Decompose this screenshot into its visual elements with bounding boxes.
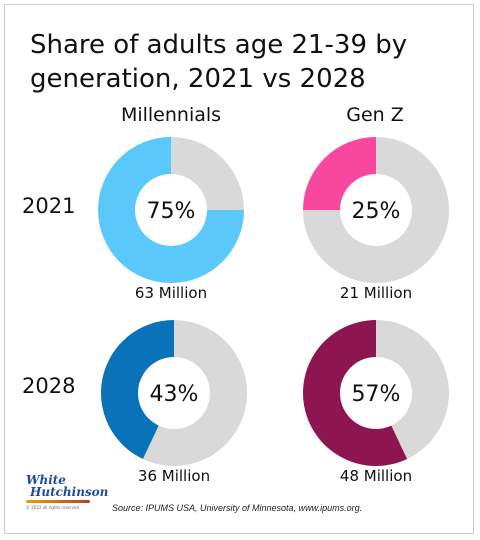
- donut-remainder-gen-z-2021: [303, 137, 449, 283]
- logo-text-line2: Hutchinson: [30, 485, 109, 499]
- donut-percent-label-millennials-2021: 75%: [147, 199, 196, 224]
- logo-swoosh: [26, 500, 90, 503]
- donut-count-label-millennials-2021: 63 Million: [135, 284, 207, 302]
- donut-percent-label-gen-z-2021: 25%: [352, 199, 401, 224]
- donut-slice-millennials-2021: [98, 137, 244, 283]
- row-label-2028: 2028: [22, 374, 76, 398]
- donut-remainder-gen-z-2028: [376, 320, 449, 460]
- source-note: Source: IPUMS USA, University of Minneso…: [112, 503, 363, 513]
- column-header-gen-z: Gen Z: [346, 104, 404, 126]
- donut-count-label-millennials-2028: 36 Million: [138, 467, 210, 485]
- chart-title: Share of adults age 21-39 by generation,…: [30, 30, 408, 94]
- logo-text-line1: White: [26, 473, 66, 487]
- donut-slice-gen-z-2028: [302, 320, 408, 466]
- row-label-2021: 2021: [22, 194, 76, 218]
- donut-count-label-gen-z-2021: 21 Million: [340, 284, 412, 302]
- donut-slice-gen-z-2021: [303, 137, 376, 210]
- donut-count-label-gen-z-2028: 48 Million: [340, 467, 412, 485]
- donut-percent-label-millennials-2028: 43%: [150, 382, 199, 407]
- logo-fine-print: © 2022 all rights reserved: [26, 505, 79, 510]
- donut-slice-millennials-2028: [100, 320, 174, 460]
- column-header-millennials: Millennials: [120, 104, 222, 126]
- donut-percent-label-gen-z-2028: 57%: [352, 382, 401, 407]
- white-hutchinson-logo: White Hutchinson © 2022 all rights reser…: [26, 473, 109, 516]
- donut-remainder-millennials-2028: [142, 320, 247, 466]
- donut-remainder-millennials-2021: [171, 137, 244, 210]
